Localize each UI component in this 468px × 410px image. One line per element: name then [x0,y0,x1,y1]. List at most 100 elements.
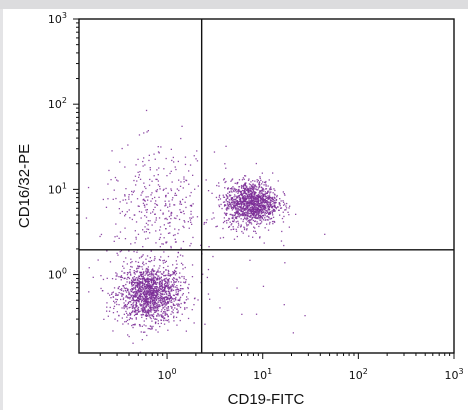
event-point [171,307,173,309]
event-point [147,199,149,201]
event-point [184,302,186,304]
event-point [169,295,171,297]
event-point [177,294,179,296]
event-point [237,191,240,193]
event-point [151,284,153,286]
event-point [153,299,156,301]
event-point [131,311,133,314]
event-point [268,212,270,214]
event-point [212,255,214,258]
event-point [237,215,239,217]
event-point [265,192,268,195]
event-point [259,184,261,186]
event-point [243,192,245,194]
event-point [184,163,187,166]
event-point [193,155,195,157]
event-point [219,307,221,309]
event-point [145,187,147,190]
event-point [151,301,153,303]
event-point [147,286,149,288]
event-point [272,209,274,211]
event-point [147,224,149,226]
event-point [142,229,144,231]
event-point [256,198,258,200]
event-point [250,223,253,225]
event-point [146,291,149,293]
event-point [243,189,246,191]
event-point [222,194,224,196]
event-point [244,208,246,210]
event-point [283,215,285,218]
event-point [243,190,245,192]
event-point [150,328,152,330]
event-point [179,185,182,187]
event-point [260,179,262,181]
event-point [169,296,172,299]
event-point [142,286,144,289]
event-point [136,180,138,182]
event-point [233,202,235,204]
event-point [246,203,248,205]
event-point [134,285,136,287]
event-point [150,288,153,290]
event-point [156,274,158,276]
event-point [168,270,170,272]
event-point [177,160,179,163]
event-point [265,184,267,186]
event-point [243,227,246,229]
event-point [262,210,264,212]
event-point [147,309,150,311]
event-point [155,299,157,301]
event-point [288,226,290,228]
event-point [254,188,256,190]
event-point [157,293,159,295]
event-point [259,214,261,216]
event-point [236,200,238,202]
event-point [142,297,144,299]
event-point [243,184,246,186]
event-point [127,314,129,316]
event-point [235,195,237,197]
event-point [150,292,152,294]
event-point [273,220,275,223]
event-point [143,277,145,279]
event-point [185,196,187,198]
event-point [134,214,136,216]
event-point [161,284,163,287]
event-point [253,193,256,195]
event-point [164,300,166,302]
event-point [167,306,169,308]
event-point [247,192,249,194]
event-point [140,278,142,280]
event-point [116,235,118,237]
event-point [175,267,177,269]
event-point [246,196,248,198]
event-point [160,302,163,304]
event-point [262,181,264,183]
event-point [171,311,173,313]
event-point [147,270,149,273]
event-point [262,219,264,221]
event-point [252,211,255,213]
event-point [267,190,269,192]
event-point [246,217,248,220]
event-point [274,197,276,199]
event-point [239,207,241,209]
event-point [284,209,286,211]
event-point [147,274,149,276]
event-point [177,256,179,258]
event-point [177,303,179,305]
event-point [164,287,167,289]
event-point [253,210,255,212]
event-point [137,280,139,282]
event-point [173,161,175,163]
event-point [180,284,182,287]
event-point [266,192,268,194]
event-point [235,197,238,199]
event-point [149,289,151,291]
event-point [119,288,121,291]
event-point [162,294,164,296]
event-point [143,182,145,184]
event-point [163,296,166,298]
event-point [270,197,272,199]
